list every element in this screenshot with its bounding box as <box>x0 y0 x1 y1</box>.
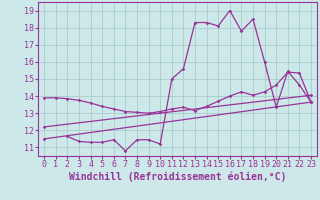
X-axis label: Windchill (Refroidissement éolien,°C): Windchill (Refroidissement éolien,°C) <box>69 172 286 182</box>
